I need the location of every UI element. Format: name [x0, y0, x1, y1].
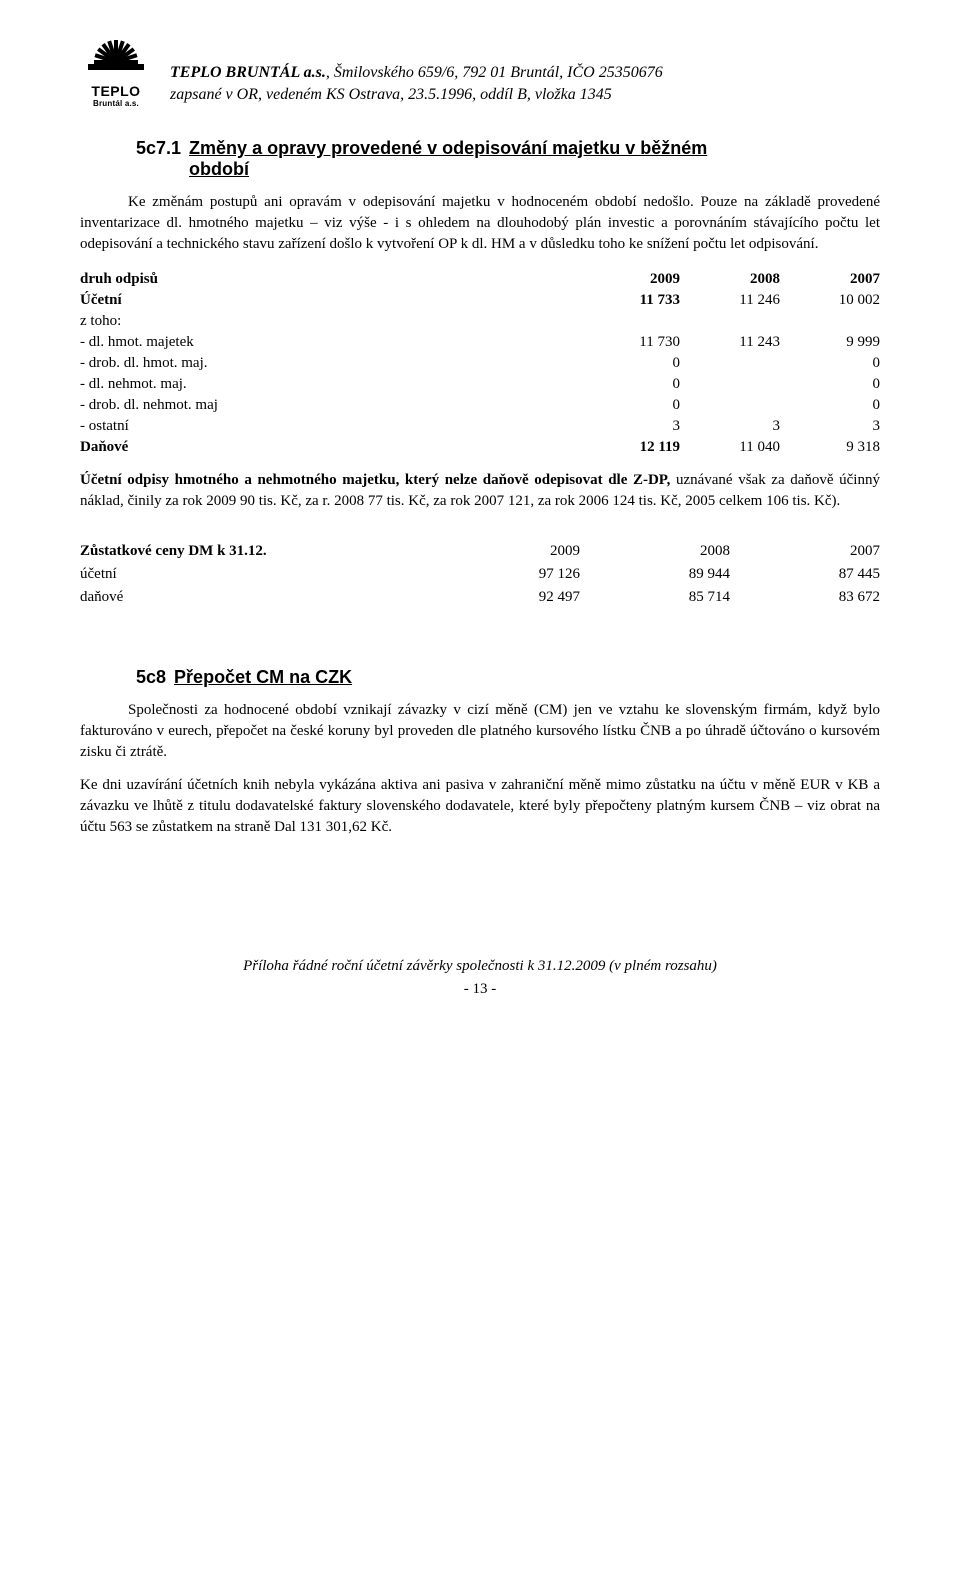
cell-2007: 87 445: [730, 563, 880, 586]
page-header: TEPLO Bruntál a.s. TEPLO BRUNTÁL a.s., Š…: [80, 40, 880, 108]
table-row: daňové 92 497 85 714 83 672: [80, 586, 880, 609]
cell-2009: 11 730: [580, 332, 680, 353]
cell-label: - ostatní: [80, 416, 580, 437]
section-5c8-title: 5c8 Přepočet CM na CZK: [136, 667, 880, 688]
col-2007: 2007: [780, 269, 880, 290]
col-2008: 2008: [580, 540, 730, 563]
header-text: TEPLO BRUNTÁL a.s., Šmilovského 659/6, 7…: [170, 40, 880, 105]
cell-2007: 0: [780, 353, 880, 374]
cell-label: Daňové: [80, 437, 580, 458]
company-address: , Šmilovského 659/6, 792 01 Bruntál, IČO…: [326, 64, 663, 81]
cell-2008: 3: [680, 416, 780, 437]
cell-2009: 3: [580, 416, 680, 437]
section-5c7-1-title: 5c7.1 Změny a opravy provedené v odepisov…: [136, 138, 880, 180]
section-title-line1: Změny a opravy provedené v odepisování m…: [189, 138, 707, 158]
residual-values-table: Zůstatkové ceny DM k 31.12. 2009 2008 20…: [80, 540, 880, 609]
cell-2007: 0: [780, 374, 880, 395]
cell-2008: [680, 374, 780, 395]
section-title-text: Přepočet CM na CZK: [174, 667, 352, 687]
cell-2008: [680, 395, 780, 416]
section-number: 5c7.1: [136, 138, 181, 158]
section2-para1: Společnosti za hodnocené období vznikají…: [80, 700, 880, 763]
table-header-row: Zůstatkové ceny DM k 31.12. 2009 2008 20…: [80, 540, 880, 563]
para2-bold: Účetní odpisy hmotného a nehmotného maje…: [80, 472, 670, 488]
cell-2009: 12 119: [580, 437, 680, 458]
cell-2007: 9 999: [780, 332, 880, 353]
col-2009: 2009: [580, 269, 680, 290]
cell-label: daňové: [80, 586, 430, 609]
document-page: TEPLO Bruntál a.s. TEPLO BRUNTÁL a.s., Š…: [0, 0, 960, 1038]
table-header-row: druh odpisů 2009 2008 2007: [80, 269, 880, 290]
depreciation-table: druh odpisů 2009 2008 2007 Účetní 11 733…: [80, 269, 880, 458]
table-row-danove: Daňové 12 119 11 040 9 318: [80, 437, 880, 458]
section2-para2: Ke dni uzavírání účetních knih nebyla vy…: [80, 775, 880, 838]
table-row: - drob. dl. hmot. maj. 0 0: [80, 353, 880, 374]
company-name-bold: TEPLO BRUNTÁL a.s.: [170, 64, 326, 81]
cell-2008: [680, 353, 780, 374]
section1-para1: Ke změnám postupů ani opravám v odepisov…: [80, 192, 880, 255]
col-2008: 2008: [680, 269, 780, 290]
table-row: - dl. nehmot. maj. 0 0: [80, 374, 880, 395]
cell-2008: 11 040: [680, 437, 780, 458]
cell-2007: 0: [780, 395, 880, 416]
logo-subtext: Bruntál a.s.: [93, 99, 139, 108]
table-row-ztoho: z toho:: [80, 311, 880, 332]
table-row: - dl. hmot. majetek 11 730 11 243 9 999: [80, 332, 880, 353]
cell-2009: 92 497: [430, 586, 580, 609]
cell-label: účetní: [80, 563, 430, 586]
cell-label: - drob. dl. nehmot. maj: [80, 395, 580, 416]
page-number: - 13 -: [80, 981, 880, 998]
cell-2009: 97 126: [430, 563, 580, 586]
cell-2007: 83 672: [730, 586, 880, 609]
cell-2008: 11 243: [680, 332, 780, 353]
cell-2009: 0: [580, 395, 680, 416]
section-title-line2: období: [189, 159, 249, 179]
para-odpisy: Účetní odpisy hmotného a nehmotného maje…: [80, 470, 880, 512]
company-registration: zapsané v OR, vedeném KS Ostrava, 23.5.1…: [170, 86, 612, 103]
section-number: 5c8: [136, 667, 166, 687]
cell-2007: 3: [780, 416, 880, 437]
cell-label: - dl. nehmot. maj.: [80, 374, 580, 395]
cell-ztoho: z toho:: [80, 311, 880, 332]
cell-2009: 0: [580, 374, 680, 395]
cell-2009: 11 733: [580, 290, 680, 311]
col-label: Zůstatkové ceny DM k 31.12.: [80, 540, 430, 563]
table-row: účetní 97 126 89 944 87 445: [80, 563, 880, 586]
cell-2009: 0: [580, 353, 680, 374]
table-row-ucetni: Účetní 11 733 11 246 10 002: [80, 290, 880, 311]
cell-2007: 10 002: [780, 290, 880, 311]
logo-text: TEPLO: [91, 84, 140, 98]
page-footer: Příloha řádné roční účetní závěrky spole…: [80, 958, 880, 998]
cell-2008: 89 944: [580, 563, 730, 586]
table-row: - drob. dl. nehmot. maj 0 0: [80, 395, 880, 416]
cell-2008: 11 246: [680, 290, 780, 311]
sun-icon: [88, 40, 144, 82]
cell-label: - dl. hmot. majetek: [80, 332, 580, 353]
col-2007: 2007: [730, 540, 880, 563]
table-row: - ostatní 3 3 3: [80, 416, 880, 437]
col-label: druh odpisů: [80, 269, 580, 290]
cell-label: - drob. dl. hmot. maj.: [80, 353, 580, 374]
cell-2008: 85 714: [580, 586, 730, 609]
cell-2007: 9 318: [780, 437, 880, 458]
footer-text: Příloha řádné roční účetní závěrky spole…: [80, 958, 880, 975]
col-2009: 2009: [430, 540, 580, 563]
cell-label: Účetní: [80, 290, 580, 311]
company-logo: TEPLO Bruntál a.s.: [80, 40, 152, 108]
